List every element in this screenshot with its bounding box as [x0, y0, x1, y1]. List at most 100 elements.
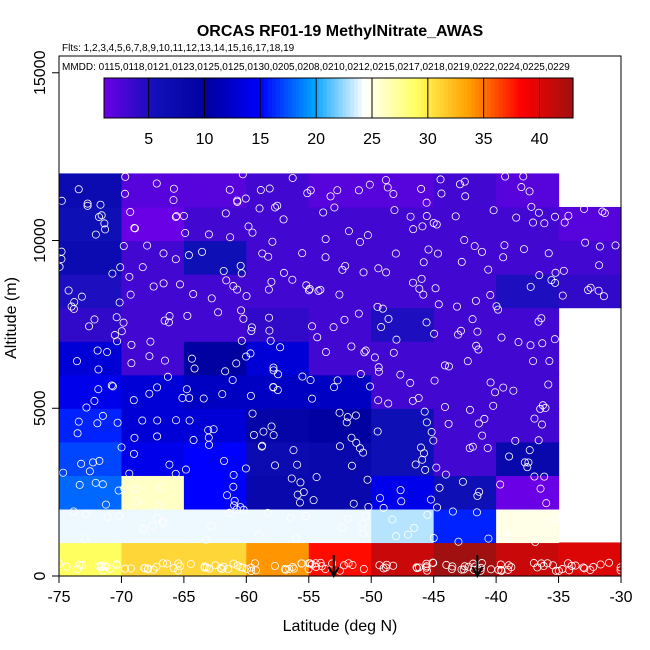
sample-marker — [169, 196, 178, 205]
sample-marker — [115, 511, 124, 520]
sample-marker — [181, 228, 190, 237]
sample-marker — [62, 562, 71, 571]
sample-marker — [458, 477, 467, 486]
sample-marker — [406, 378, 415, 387]
heatmap-cell — [59, 341, 123, 376]
heatmap-cell — [246, 307, 310, 342]
sample-marker — [265, 313, 274, 322]
sample-marker — [305, 284, 314, 293]
colorbar-segment — [240, 78, 246, 118]
sample-marker — [422, 212, 431, 221]
sample-marker — [149, 282, 158, 291]
sample-marker — [293, 460, 302, 469]
sample-marker — [525, 446, 534, 455]
sample-marker — [129, 449, 138, 458]
colorbar-segment — [158, 78, 164, 118]
heatmap-cell — [496, 173, 560, 208]
sample-marker — [158, 559, 167, 568]
heatmap-cell — [59, 206, 123, 242]
heatmap-cell — [183, 374, 247, 409]
colorbar-segment — [393, 78, 398, 118]
sample-marker — [529, 218, 538, 227]
sample-marker — [347, 461, 356, 470]
sample-marker — [340, 561, 349, 570]
sample-marker — [436, 175, 445, 184]
sample-marker — [108, 382, 117, 391]
colorbar-segment — [358, 78, 363, 118]
sample-marker — [391, 532, 400, 541]
sample-marker — [422, 318, 431, 327]
sample-marker — [74, 417, 83, 426]
colorbar-segment — [483, 78, 488, 118]
heatmap-cell — [246, 441, 310, 476]
sample-marker — [542, 518, 551, 527]
y-tick-label: 15000 — [32, 50, 49, 95]
sample-marker — [484, 265, 493, 274]
sample-marker — [172, 416, 181, 425]
sample-marker — [181, 465, 190, 474]
sample-marker — [551, 566, 560, 575]
sample-marker — [156, 483, 165, 492]
colorbar-segment — [162, 78, 168, 118]
colorbar-segment — [264, 78, 269, 118]
sample-marker — [497, 566, 506, 575]
sample-marker — [178, 393, 187, 402]
sample-marker — [72, 357, 81, 366]
sample-marker — [237, 336, 246, 345]
sample-marker — [333, 186, 342, 195]
sample-marker — [247, 323, 256, 332]
sample-marker — [126, 207, 135, 216]
sample-marker — [273, 386, 282, 395]
x-tick-label: -30 — [609, 589, 632, 606]
sample-marker — [312, 562, 321, 571]
sample-marker — [340, 315, 349, 324]
colorbar-segment — [209, 78, 215, 118]
sample-marker — [370, 353, 379, 362]
heatmap-cell — [59, 274, 123, 309]
heatmap-cell — [496, 240, 560, 275]
sample-marker — [233, 561, 242, 570]
sample-marker — [504, 561, 513, 570]
sample-marker — [160, 316, 169, 325]
sample-marker — [110, 331, 119, 340]
heatmap-cell — [433, 307, 497, 342]
sample-marker — [416, 443, 425, 452]
sample-marker — [418, 222, 427, 231]
y-tick-label: 0 — [32, 571, 49, 580]
sample-marker — [121, 172, 130, 181]
sample-marker — [98, 411, 107, 420]
sample-marker — [255, 204, 264, 213]
sample-marker — [78, 561, 87, 570]
sample-marker — [259, 427, 268, 436]
colorbar-tick-label: 25 — [363, 131, 381, 148]
sample-marker — [505, 452, 514, 461]
plot-frame — [58, 55, 622, 577]
sample-marker — [153, 383, 162, 392]
x-tick-label: -55 — [297, 589, 320, 606]
sample-marker — [298, 249, 307, 258]
sample-marker — [344, 514, 353, 523]
colorbar-segment — [236, 78, 242, 118]
sample-marker — [417, 274, 426, 283]
heatmap-cell — [496, 508, 560, 544]
heatmap-cell — [59, 240, 123, 275]
sample-marker — [69, 507, 78, 516]
colorbar-segment — [182, 78, 187, 118]
sample-marker — [496, 480, 505, 489]
heatmap-cell — [308, 240, 372, 275]
sample-marker — [344, 559, 353, 568]
sample-marker — [159, 279, 168, 288]
colorbar-segment — [475, 78, 480, 118]
sample-marker — [73, 429, 82, 438]
sample-marker — [388, 515, 397, 524]
colorbar-segment — [256, 78, 261, 118]
sample-marker — [410, 523, 419, 532]
sample-marker — [77, 292, 86, 301]
colorbar-segment — [307, 78, 312, 118]
colorbar-segment — [104, 78, 109, 118]
colorbar-segment — [146, 78, 152, 118]
colorbar-segment — [404, 78, 410, 118]
sample-marker — [595, 261, 604, 270]
sample-marker — [586, 565, 595, 574]
